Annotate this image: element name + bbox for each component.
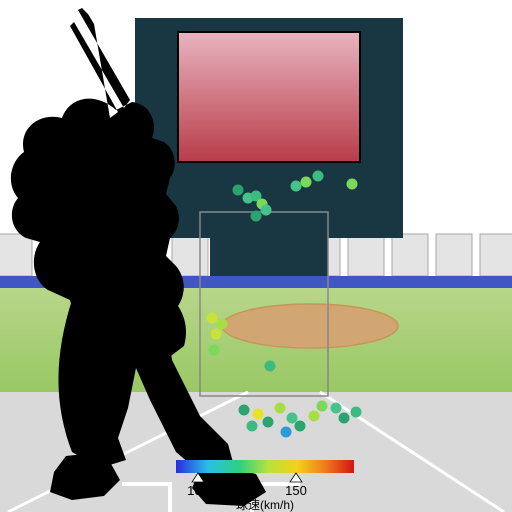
pitch-marker [263, 417, 274, 428]
pitch-marker [317, 401, 328, 412]
legend-title: 球速(km/h) [236, 498, 294, 512]
scoreboard-screen [178, 32, 360, 162]
pitch-marker [233, 185, 244, 196]
pitch-marker [309, 411, 320, 422]
pitch-marker [301, 177, 312, 188]
legend-colorbar [176, 460, 354, 473]
pitch-marker [239, 405, 250, 416]
pitch-location-chart: 100 150球速(km/h) [0, 0, 512, 512]
pitch-marker [291, 181, 302, 192]
pitch-marker [265, 361, 276, 372]
stands-box [436, 234, 472, 276]
pitch-marker [331, 403, 342, 414]
pitch-marker [287, 413, 298, 424]
stands-box [480, 234, 512, 276]
pitch-marker [339, 413, 350, 424]
pitch-marker [211, 329, 222, 340]
pitch-marker [207, 313, 218, 324]
stands-box [348, 234, 384, 276]
pitch-marker [253, 409, 264, 420]
pitch-marker [313, 171, 324, 182]
stands-box [392, 234, 428, 276]
pitch-marker [261, 205, 272, 216]
pitch-marker [347, 179, 358, 190]
pitch-marker [281, 427, 292, 438]
stands-box [0, 234, 32, 276]
pitch-marker [209, 345, 220, 356]
legend-tick-label: 100 [187, 483, 209, 498]
pitch-marker [247, 421, 258, 432]
mound [222, 304, 398, 348]
pitch-marker [275, 403, 286, 414]
pitch-marker [251, 211, 262, 222]
legend-tick-label: 150 [285, 483, 307, 498]
pitch-marker [217, 319, 228, 330]
pitch-marker [295, 421, 306, 432]
scoreboard-neck [210, 238, 328, 276]
chart-svg: 100 150球速(km/h) [0, 0, 512, 512]
pitch-marker [351, 407, 362, 418]
